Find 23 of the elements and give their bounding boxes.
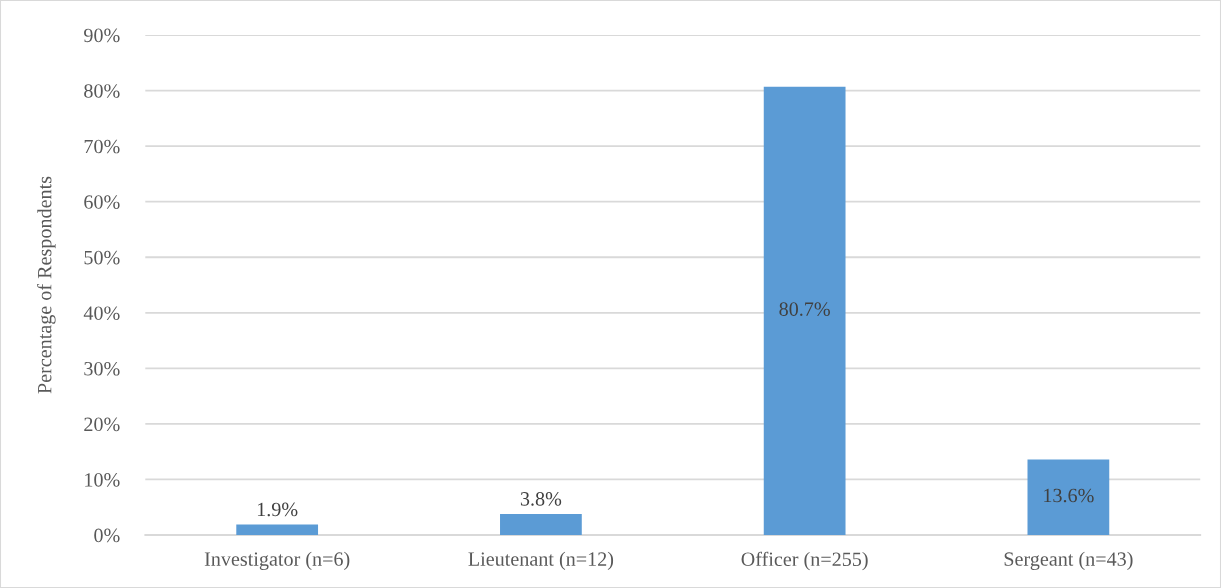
y-tick-label: 10% bbox=[85, 473, 120, 487]
bar bbox=[763, 86, 846, 536]
y-tick-label: 50% bbox=[84, 250, 120, 265]
x-tick-label: Officer (n=255) bbox=[741, 551, 868, 571]
y-tick-label: 40% bbox=[83, 306, 120, 321]
bar bbox=[500, 513, 582, 536]
x-tick-label: Sergeant (n=43) bbox=[1004, 551, 1133, 571]
bar bbox=[236, 524, 319, 536]
y-tick-label: 70% bbox=[84, 139, 120, 154]
y-tick-label: 90% bbox=[84, 28, 120, 43]
y-tick-label: 0% bbox=[94, 528, 120, 543]
y-tick-label: 60% bbox=[84, 195, 120, 209]
bar bbox=[1027, 459, 1110, 536]
data-label: 3.8% bbox=[520, 492, 562, 506]
data-label: 1.9% bbox=[257, 502, 298, 517]
y-axis-title: Percentage of Respondents bbox=[37, 176, 56, 394]
y-tick-label: 20% bbox=[84, 417, 120, 432]
y-tick-label: 30% bbox=[84, 361, 120, 376]
data-label: 80.7% bbox=[779, 302, 830, 316]
x-tick-label: Investigator (n=6) bbox=[204, 551, 350, 571]
y-tick-label: 80% bbox=[84, 84, 120, 98]
data-label: 13.6% bbox=[1044, 488, 1094, 503]
x-tick-label: Lieutenant (n=12) bbox=[468, 551, 614, 570]
